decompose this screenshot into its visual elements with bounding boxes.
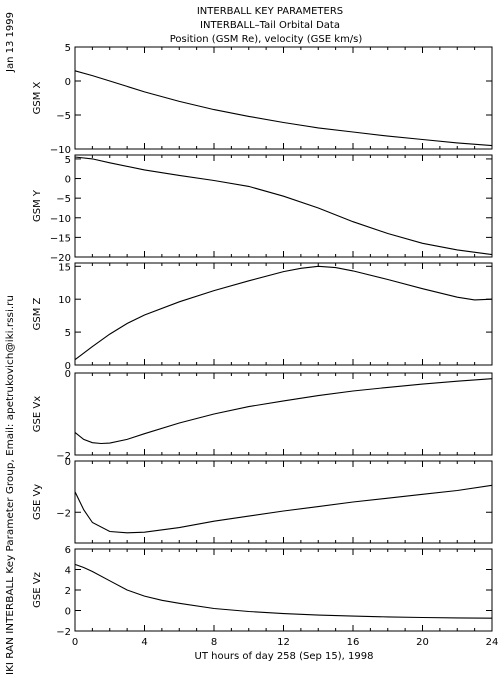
chart-title-line-3: Position (GSM Re), velocity (GSE km/s) — [170, 34, 363, 45]
y-tick-label: −15 — [50, 233, 71, 244]
y-tick-label: 5 — [65, 43, 71, 54]
side-credit-label: IKI RAN INTERBALL Key Parameter Group, E… — [5, 295, 16, 675]
chart-panel: 15 10 5 0 GSM Z — [32, 262, 493, 372]
chart-panel: 0 −2 GSE Vx — [32, 369, 493, 462]
y-axis-title: GSE Vy — [32, 484, 43, 520]
y-tick-label: −5 — [56, 111, 71, 122]
y-tick-label: 15 — [58, 262, 71, 273]
series-line — [74, 484, 493, 534]
y-tick-label: 0 — [65, 607, 71, 618]
y-tick-label: 0 — [65, 361, 71, 372]
x-tick-label: 24 — [486, 637, 499, 648]
panel-frame — [74, 262, 493, 366]
y-tick-label: −2 — [56, 508, 71, 519]
panel-frame — [74, 46, 493, 150]
x-tick-label: 4 — [141, 637, 147, 648]
y-tick-label: −20 — [50, 253, 71, 264]
y-tick-label: 2 — [65, 586, 71, 597]
y-tick-label: 5 — [65, 155, 71, 166]
chart-panel: 6 4 2 0 −2 GSE Vz — [32, 545, 493, 638]
y-tick-label: −5 — [56, 194, 71, 205]
y-axis-title: GSM Y — [32, 189, 43, 222]
panel-frame — [74, 548, 493, 632]
y-tick-label: 10 — [58, 295, 71, 306]
panel-frame — [74, 154, 493, 258]
series-line — [74, 563, 493, 619]
chart-panel: 5 0 −5 −10 GSM X — [32, 43, 493, 156]
panel-frame — [74, 460, 493, 544]
x-tick-label: 12 — [277, 637, 290, 648]
x-tick-label: 0 — [72, 637, 78, 648]
y-tick-label: −2 — [56, 627, 71, 638]
series-line — [74, 156, 493, 256]
panel-frame — [74, 372, 493, 456]
y-tick-label: 0 — [65, 77, 71, 88]
y-tick-label: −10 — [50, 214, 71, 225]
x-tick-label: 8 — [211, 637, 217, 648]
y-tick-label: 4 — [65, 566, 71, 577]
y-axis-title: GSM Z — [32, 297, 43, 330]
y-axis-title: GSM X — [32, 81, 43, 114]
x-tick-label: 20 — [416, 637, 429, 648]
chart-title-line-2: INTERBALL–Tail Orbital Data — [200, 20, 340, 31]
x-tick-label: 16 — [347, 637, 360, 648]
side-date-label: Jan 13 1999 — [5, 12, 16, 73]
y-tick-label: 5 — [65, 328, 71, 339]
y-axis-title: GSE Vz — [32, 572, 43, 608]
series-line — [74, 378, 493, 445]
chart-panel: 0 −2 GSE Vy — [32, 457, 493, 544]
chart-panel: 5 0 −5 −10 −15 −20 GSM Y — [32, 154, 493, 264]
y-axis-title: GSE Vx — [32, 396, 43, 432]
series-line — [74, 265, 493, 361]
y-tick-label: −10 — [50, 145, 71, 156]
y-tick-label: −2 — [56, 451, 71, 462]
y-tick-label: 0 — [65, 457, 71, 468]
series-line — [74, 70, 493, 147]
chart-title-line-1: INTERBALL KEY PARAMETERS — [197, 6, 343, 17]
y-tick-label: 6 — [65, 545, 71, 556]
y-tick-label: 0 — [65, 175, 71, 186]
y-tick-label: 0 — [65, 369, 71, 380]
x-axis-label: UT hours of day 258 (Sep 15), 1998 — [195, 651, 374, 662]
